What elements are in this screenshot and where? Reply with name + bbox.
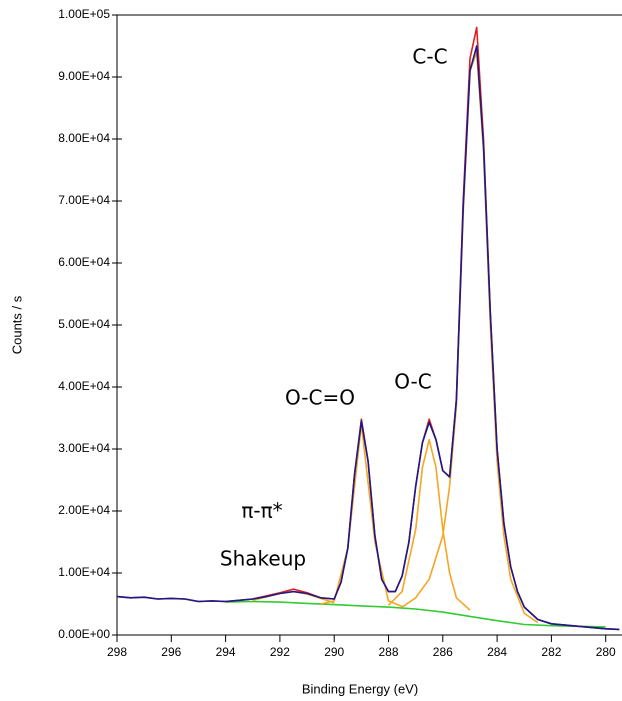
y-tick-label: 1.00E+05 <box>58 7 110 21</box>
series-line <box>225 600 606 628</box>
x-tick-label: 290 <box>324 645 344 659</box>
series-line <box>116 26 620 631</box>
annotation: O-C=O <box>285 386 355 410</box>
annotation: π-π* <box>241 499 282 523</box>
x-tick-label: 294 <box>216 645 236 659</box>
y-tick-label: 7.00E+04 <box>58 193 110 207</box>
series-line <box>116 45 620 631</box>
series-line <box>387 438 471 611</box>
x-tick-label: 296 <box>161 645 181 659</box>
annotation: O-C <box>394 370 431 394</box>
y-tick-label: 6.00E+04 <box>58 255 110 269</box>
y-tick-label: 3.00E+04 <box>58 441 110 455</box>
annotation: Shakeup <box>220 547 306 571</box>
x-tick-label: 284 <box>487 645 507 659</box>
y-axis-title: Counts / s <box>9 295 24 354</box>
y-tick-label: 8.00E+04 <box>58 131 110 145</box>
x-tick-label: 286 <box>433 645 453 659</box>
y-tick-label: 1.00E+04 <box>58 565 110 579</box>
x-tick-label: 288 <box>378 645 398 659</box>
y-tick-label: 0.00E+00 <box>58 627 110 641</box>
y-tick-label: 4.00E+04 <box>58 379 110 393</box>
x-axis-title: Binding Energy (eV) <box>302 681 418 696</box>
x-tick-label: 282 <box>541 645 561 659</box>
x-tick-label: 298 <box>107 645 127 659</box>
y-tick-label: 9.00E+04 <box>58 69 110 83</box>
x-tick-label: 292 <box>270 645 290 659</box>
y-tick-label: 5.00E+04 <box>58 317 110 331</box>
series-line <box>320 423 403 608</box>
x-tick-label: 280 <box>596 645 616 659</box>
series-line <box>401 51 539 624</box>
annotation: C-C <box>412 45 447 69</box>
y-tick-label: 2.00E+04 <box>58 503 110 517</box>
